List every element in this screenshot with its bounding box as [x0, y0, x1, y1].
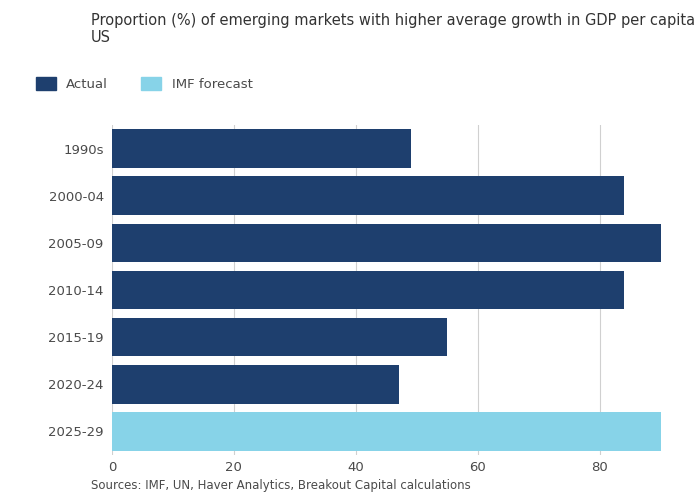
- Bar: [112, 270, 624, 310]
- Bar: [112, 412, 661, 451]
- Legend: Actual, IMF forecast: Actual, IMF forecast: [31, 72, 258, 96]
- Text: Sources: IMF, UN, Haver Analytics, Breakout Capital calculations: Sources: IMF, UN, Haver Analytics, Break…: [91, 480, 470, 492]
- Text: Proportion (%) of emerging markets with higher average growth in GDP per capita : Proportion (%) of emerging markets with …: [91, 12, 700, 45]
- Bar: [112, 318, 447, 356]
- Bar: [112, 224, 661, 262]
- Bar: [112, 129, 411, 168]
- Bar: [112, 176, 624, 215]
- Bar: [112, 365, 398, 404]
